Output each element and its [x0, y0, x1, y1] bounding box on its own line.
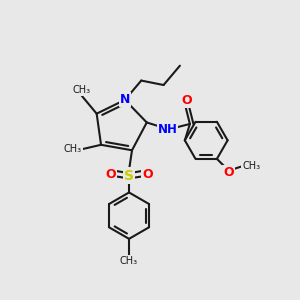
Text: N: N [120, 93, 130, 106]
Text: O: O [105, 167, 116, 181]
Text: O: O [224, 166, 234, 179]
Text: CH₃: CH₃ [64, 144, 82, 154]
Text: O: O [182, 94, 192, 107]
Text: CH₃: CH₃ [120, 256, 138, 266]
Text: O: O [142, 167, 153, 181]
Text: CH₃: CH₃ [242, 161, 260, 171]
Text: NH: NH [158, 123, 178, 136]
Text: S: S [124, 169, 134, 182]
Text: CH₃: CH₃ [73, 85, 91, 95]
